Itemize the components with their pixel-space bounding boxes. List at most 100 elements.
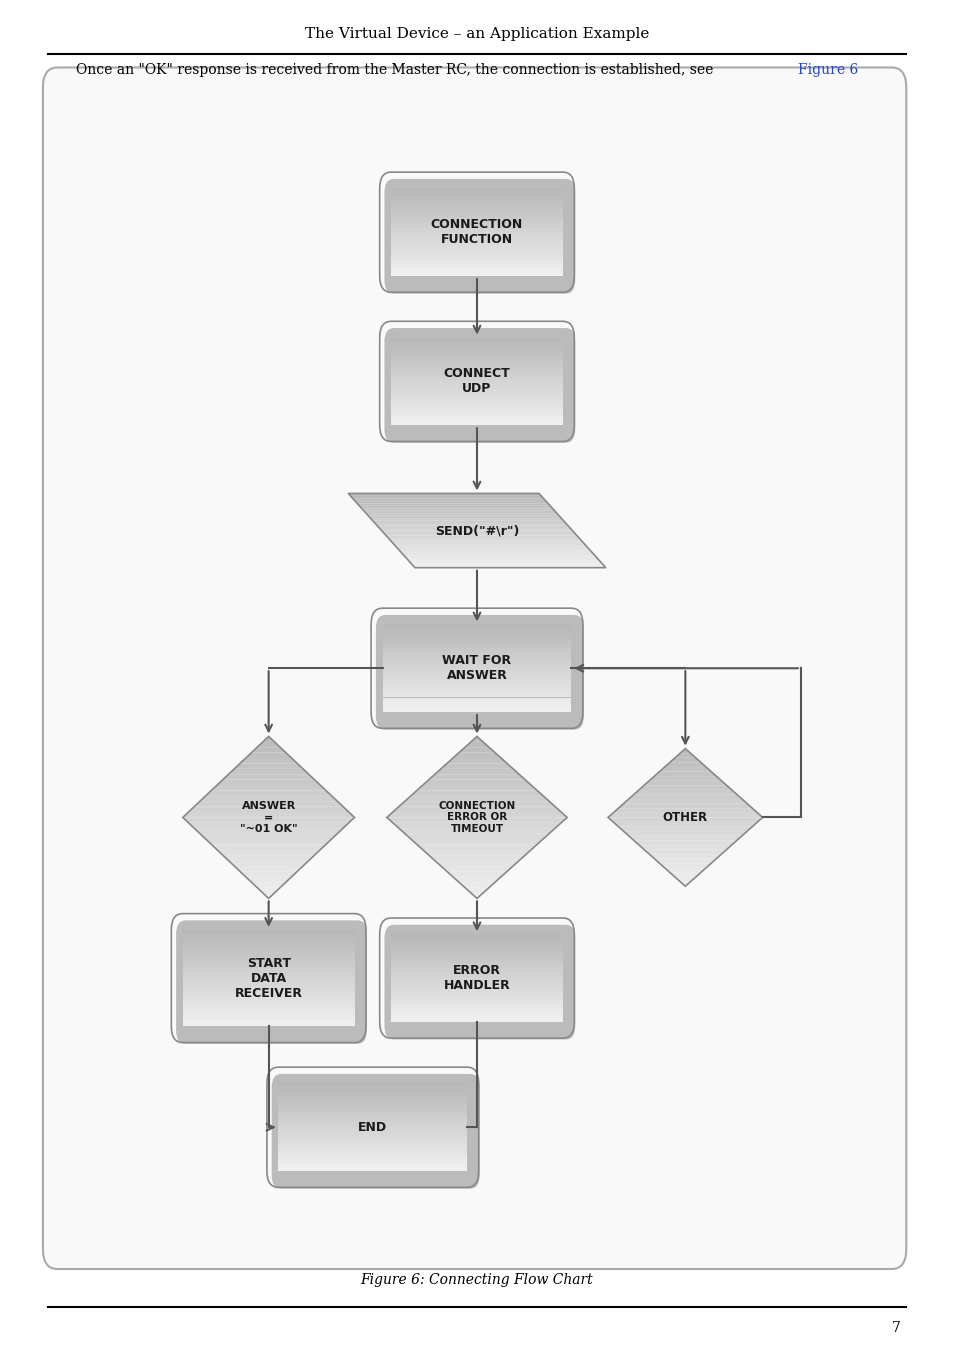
Polygon shape [206,791,332,795]
Bar [391,189,562,192]
Polygon shape [348,494,540,495]
Polygon shape [212,786,326,791]
FancyBboxPatch shape [43,68,905,1269]
Polygon shape [234,764,303,769]
Polygon shape [429,856,524,861]
Text: CONNECT
UDP: CONNECT UDP [443,367,510,396]
Bar [391,413,562,417]
Polygon shape [229,861,309,867]
Bar [391,940,562,942]
Bar [183,988,355,991]
Bar [183,965,355,968]
Polygon shape [679,748,690,753]
Polygon shape [675,878,695,882]
Bar [391,200,562,202]
Bar [183,1023,355,1026]
Bar [183,963,355,965]
Polygon shape [411,791,542,795]
Bar [391,244,562,247]
Bar [391,1012,562,1017]
FancyBboxPatch shape [384,328,575,443]
Bar [391,197,562,200]
Polygon shape [194,801,343,807]
Polygon shape [446,872,507,878]
Polygon shape [471,737,482,742]
Polygon shape [464,888,489,894]
Bar [278,1095,467,1098]
Bar [391,390,562,393]
Bar [391,202,562,207]
Bar [391,1004,562,1007]
Text: END: END [358,1120,387,1134]
Bar [391,387,562,390]
Polygon shape [217,850,320,856]
Bar [382,643,571,645]
Polygon shape [361,509,554,510]
Bar [391,227,562,230]
Bar [278,1137,467,1139]
Bar [278,1148,467,1150]
Bar [391,267,562,270]
Polygon shape [413,566,605,567]
Bar [391,967,562,969]
Polygon shape [246,753,292,759]
Bar [382,683,571,686]
Polygon shape [411,838,542,845]
Polygon shape [257,888,280,894]
Bar [183,981,355,984]
Bar [391,350,562,352]
Polygon shape [257,743,280,748]
Bar [183,1017,355,1019]
Bar [278,1122,467,1125]
Bar [391,400,562,402]
Bar [391,338,562,340]
Polygon shape [206,838,332,845]
Bar [382,678,571,680]
Polygon shape [376,525,570,528]
Bar [391,358,562,360]
Bar [391,1019,562,1022]
Polygon shape [643,849,726,855]
Polygon shape [393,543,585,545]
Bar [391,964,562,967]
Bar [382,701,571,703]
Polygon shape [435,861,518,867]
Bar [183,977,355,981]
Bar [278,1102,467,1104]
Bar [278,1107,467,1110]
Polygon shape [446,759,507,764]
Bar [391,212,562,215]
Bar [278,1160,467,1162]
Polygon shape [435,769,518,775]
Polygon shape [643,780,726,786]
Bar [382,680,571,683]
Polygon shape [404,795,549,801]
Bar [391,215,562,217]
Bar [391,364,562,367]
Bar [391,999,562,1002]
Bar [391,370,562,373]
Bar [382,659,571,663]
Polygon shape [366,513,558,516]
Bar [183,1014,355,1017]
Bar [391,240,562,244]
Bar [278,1083,467,1087]
Polygon shape [410,563,603,566]
Polygon shape [234,867,303,872]
Polygon shape [217,780,320,786]
Polygon shape [398,829,555,833]
Bar [183,991,355,994]
Bar [382,630,571,633]
Bar [391,385,562,387]
Bar [278,1098,467,1102]
Bar [391,937,562,940]
Bar [382,688,571,691]
Bar [391,1010,562,1012]
Polygon shape [669,757,700,763]
Polygon shape [200,795,337,801]
Polygon shape [623,832,746,836]
Polygon shape [607,817,761,822]
Bar [278,1133,467,1137]
Bar [391,408,562,410]
Polygon shape [396,548,590,551]
